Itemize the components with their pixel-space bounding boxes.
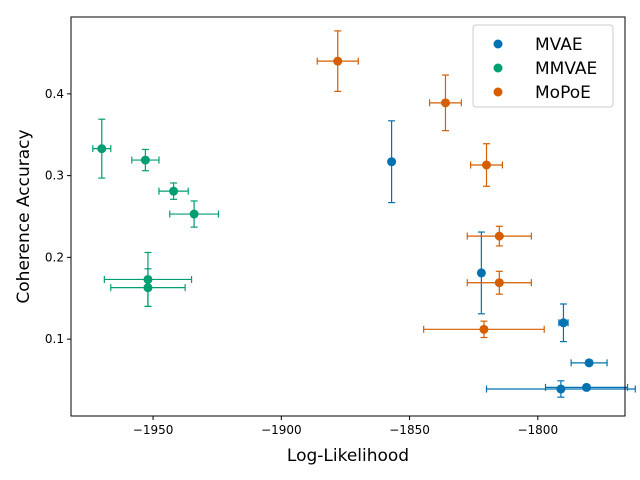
y-axis-label: Coherence Accuracy <box>14 129 34 303</box>
data-point-group <box>316 30 359 93</box>
data-point-group <box>423 320 545 339</box>
legend-item-mvae: MVAE <box>493 35 583 55</box>
x-tick-label: −1900 <box>261 423 302 437</box>
data-point-group <box>169 200 220 228</box>
data-point-group <box>131 148 160 172</box>
legend: MVAE MMVAE MoPoE <box>472 24 614 108</box>
legend-item-mmvae: MMVAE <box>493 59 597 79</box>
x-axis-label: Log-Likelihood <box>287 446 409 466</box>
data-point <box>482 160 491 170</box>
legend-label: MVAE <box>535 35 583 55</box>
data-point <box>582 382 592 392</box>
data-point <box>440 98 450 108</box>
data-point <box>169 186 179 196</box>
y-axis: 0.1 0.2 0.3 0.4 <box>45 87 71 346</box>
x-tick-label: −1850 <box>389 423 430 437</box>
data-point <box>479 324 489 334</box>
x-tick-label: −1800 <box>517 423 558 437</box>
data-point <box>97 144 107 154</box>
data-point-group <box>558 303 569 343</box>
data-point-group <box>469 143 504 187</box>
data-point <box>333 56 343 66</box>
series-mopoe <box>316 30 545 339</box>
data-point <box>143 283 153 293</box>
plot-area <box>92 30 636 398</box>
data-point <box>556 384 566 394</box>
legend-label: MMVAE <box>535 59 597 79</box>
data-point-group <box>92 118 112 179</box>
data-point <box>140 155 150 165</box>
y-tick-label: 0.1 <box>45 332 64 346</box>
data-point-group <box>387 120 397 204</box>
series-mmvae <box>92 118 220 308</box>
plot-frame <box>70 16 626 417</box>
data-point <box>558 318 568 328</box>
y-tick-label: 0.2 <box>45 250 64 264</box>
data-point-group <box>476 231 486 315</box>
data-point-group <box>466 270 532 295</box>
data-point-group <box>110 268 186 308</box>
legend-marker <box>493 39 503 49</box>
x-axis: −1950 −1900 −1850 −1800 <box>133 416 558 437</box>
data-point-group <box>544 382 629 392</box>
data-point <box>476 268 486 278</box>
data-point <box>189 209 199 219</box>
data-point-group <box>485 380 636 398</box>
y-tick-label: 0.3 <box>45 169 64 183</box>
y-tick-label: 0.4 <box>45 87 64 101</box>
data-point <box>494 231 504 241</box>
legend-frame <box>472 24 614 108</box>
data-point <box>584 358 594 368</box>
data-point <box>494 278 504 288</box>
x-tick-label: −1950 <box>133 423 174 437</box>
data-point-group <box>158 182 189 200</box>
legend-label: MoPoE <box>535 83 591 103</box>
data-point <box>387 157 397 167</box>
legend-marker <box>493 63 503 73</box>
data-point-group <box>466 225 532 247</box>
series-mvae <box>387 120 636 398</box>
data-point-group <box>570 358 608 368</box>
legend-marker <box>493 87 503 97</box>
data-point-group <box>428 74 462 132</box>
legend-item-mopoe: MoPoE <box>493 83 591 103</box>
